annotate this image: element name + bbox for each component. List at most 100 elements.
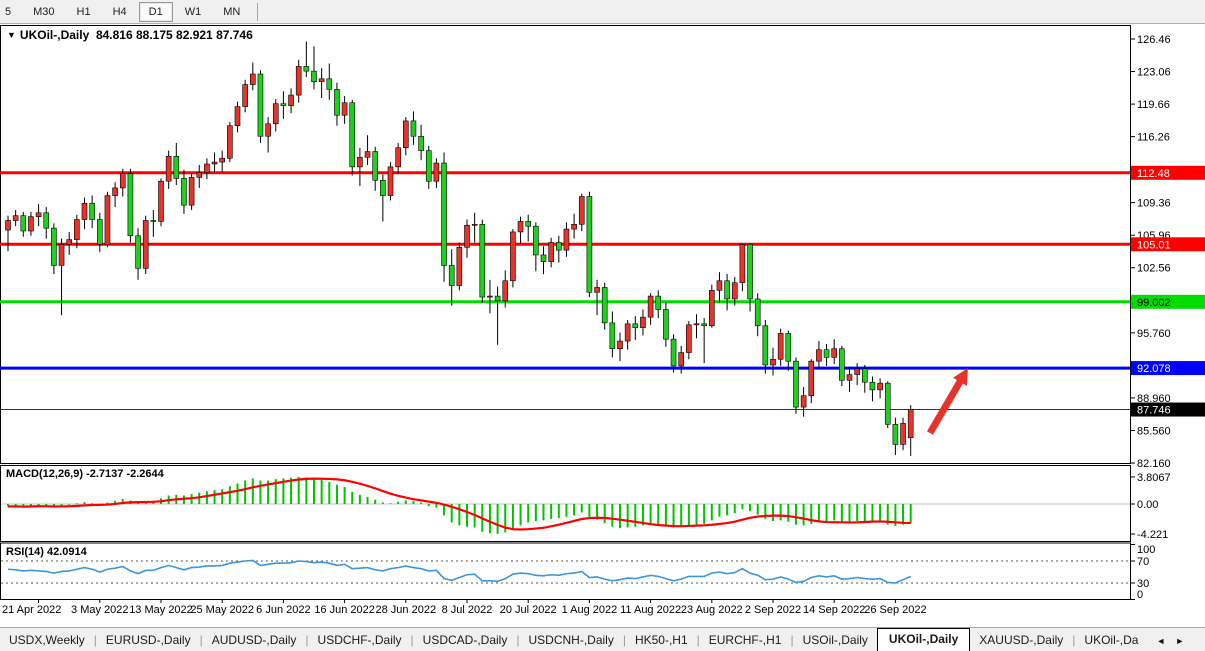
tab-scroll-right-button[interactable]: ► (1175, 636, 1185, 646)
chevron-down-icon[interactable]: ▼ (7, 30, 16, 40)
rsi-tick-label: 100 (1137, 544, 1155, 556)
candle-body (66, 239, 72, 245)
candle-body (678, 352, 685, 367)
symbol-tab-ukoil-daily[interactable]: UKOil-,Daily (876, 628, 971, 651)
tab-divider: | (516, 633, 520, 647)
timeframe-toolbar: 5 M30 H1 H4 D1 W1 MN (0, 0, 1205, 24)
candle-body (754, 298, 761, 327)
candle-body (494, 295, 501, 302)
candle-body (357, 156, 363, 168)
macd-tick-label: -4.221 (1137, 529, 1168, 541)
symbol-tab-usdx-weekly[interactable]: USDX,Weekly (9, 633, 85, 647)
date-tick-label: 16 Jun 2022 (314, 604, 375, 616)
candle-body (250, 73, 256, 85)
candle-body (869, 381, 876, 391)
price-level-badge-label: 105.01 (1137, 239, 1171, 251)
candles-layer (5, 41, 914, 456)
chart-window[interactable]: ▼ UKOil-,Daily 84.816 88.175 82.921 87.74… (0, 25, 1205, 627)
trend-arrow-head (953, 368, 968, 386)
candle-body (663, 309, 669, 340)
timeframe-button-d1[interactable]: D1 (138, 1, 173, 22)
candle-body (816, 349, 822, 362)
timeframe-button-h4[interactable]: H4 (112, 5, 127, 18)
candle-body (410, 120, 417, 137)
symbol-tab-usoil-daily[interactable]: USOil-,Daily (802, 633, 868, 647)
candle-body (395, 147, 401, 168)
symbol-tab-hk50-h1[interactable]: HK50-,H1 (634, 633, 688, 647)
timeframe-button-m30[interactable]: M30 (33, 5, 55, 18)
candle-body (288, 94, 294, 106)
trend-arrow-annotation[interactable] (926, 368, 968, 435)
candle-body (808, 360, 815, 396)
symbol-tab-eurchf-h1[interactable]: EURCHF-,H1 (708, 633, 782, 647)
symbol-tab-usdcnh-daily[interactable]: USDCNH-,Daily (528, 633, 614, 647)
tab-scroll-left-button[interactable]: ◄ (1156, 636, 1166, 646)
timeframe-button-mn[interactable]: MN (223, 5, 241, 18)
candle-body (188, 177, 195, 206)
candle-body (502, 280, 509, 302)
candle-body (295, 66, 302, 96)
candle-body (280, 103, 287, 106)
candle-body (265, 123, 271, 137)
macd-tick-label: 3.8067 (1137, 472, 1171, 484)
candle-body (272, 103, 279, 125)
price-tick-label: 123.06 (1137, 67, 1171, 79)
candle-body (58, 244, 65, 266)
candle-body (510, 231, 516, 282)
symbol-tab-audusd-daily[interactable]: AUDUSD-,Daily (211, 633, 297, 647)
candle-body (647, 295, 654, 318)
date-tick-label: 8 Jul 2022 (442, 604, 493, 616)
candle-body (487, 295, 493, 298)
rsi-indicator-label: RSI(14) 42.0914 (6, 546, 87, 558)
date-tick-label: 21 Apr 2022 (2, 604, 61, 616)
candle-body (724, 280, 730, 300)
candle-body (655, 295, 662, 310)
date-tick-label: 26 Sep 2022 (864, 604, 926, 616)
candle-body (127, 173, 134, 237)
candle-body (448, 265, 455, 286)
candle-body (762, 325, 769, 366)
candle-body (785, 333, 792, 362)
rsi-tick-label: 70 (1137, 556, 1149, 568)
candle-body (777, 333, 784, 360)
symbol-tab-eurusd-daily[interactable]: EURUSD-,Daily (105, 633, 191, 647)
candle-body (204, 163, 210, 173)
candle-body (425, 150, 432, 182)
price-level-badge (1131, 165, 1205, 180)
candle-body (907, 409, 914, 439)
symbol-tab-xauusd-daily[interactable]: XAUUSD-,Daily (979, 633, 1064, 647)
price-tick-label: 102.56 (1137, 263, 1171, 275)
candle-body (135, 235, 141, 269)
timeframe-button-5[interactable]: 5 (5, 5, 12, 18)
symbol-tab-ukoil-da[interactable]: UKOil-,Da (1084, 633, 1139, 647)
candle-body (517, 221, 524, 233)
timeframe-button-h1[interactable]: H1 (76, 5, 91, 18)
date-tick-label: 6 Jun 2022 (256, 604, 310, 616)
candle-body (387, 166, 394, 196)
candle-body (12, 215, 19, 221)
symbol-tab-usdcad-daily[interactable]: USDCAD-,Daily (422, 633, 508, 647)
candle-body (35, 212, 42, 217)
chart-symbol-label: UKOil-,Daily (19, 28, 90, 42)
candle-body (112, 187, 118, 196)
candle-body (158, 180, 164, 222)
macd-signal-line (7, 477, 911, 531)
price-level-badge-label: 99.002 (1137, 297, 1171, 309)
candle-body (900, 423, 906, 445)
candle-body (142, 220, 149, 269)
timeframe-button-w1[interactable]: W1 (184, 5, 202, 18)
candle-body (770, 358, 776, 366)
candle-body (196, 172, 203, 178)
macd-tick-label: 0.00 (1137, 499, 1158, 511)
date-tick-label: 28 Jun 2022 (376, 604, 437, 616)
rsi-pane (0, 542, 1131, 600)
symbol-tab-usdchf-daily[interactable]: USDCHF-,Daily (317, 633, 402, 647)
candle-body (479, 223, 486, 298)
candle-body (617, 340, 623, 350)
candle-body (242, 84, 248, 107)
price-tick-label: 109.36 (1137, 198, 1171, 210)
candle-body (693, 323, 700, 326)
tab-divider: | (199, 633, 203, 647)
candle-body (326, 78, 333, 90)
price-chart-canvas[interactable]: 126.46123.06119.66116.26109.36105.96102.… (0, 25, 1205, 627)
